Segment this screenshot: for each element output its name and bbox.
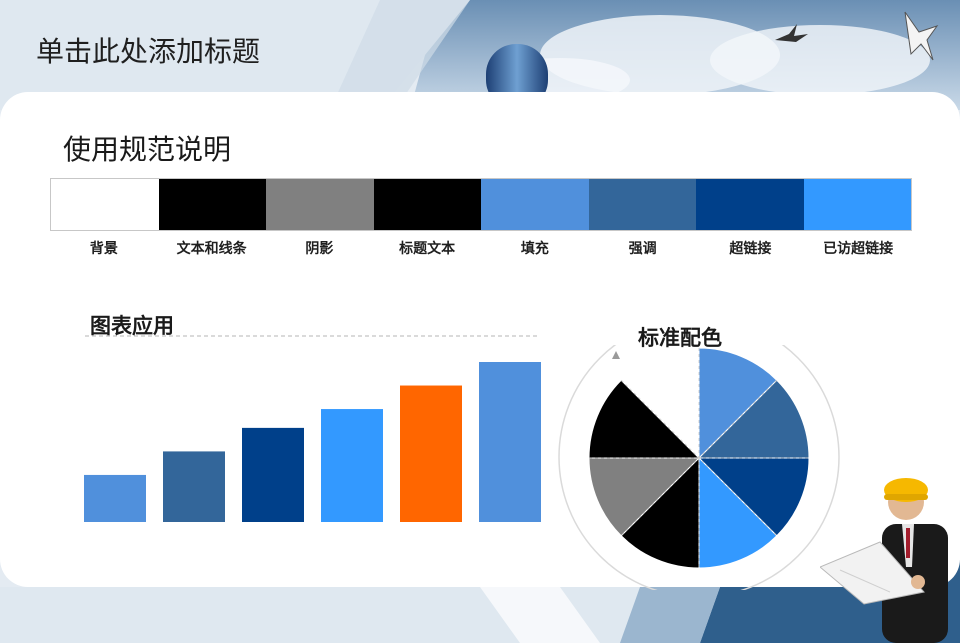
pie-slice: [588, 379, 701, 459]
bar: [479, 362, 541, 522]
color-swatch-label: 超链接: [729, 241, 772, 257]
pie-slice: [620, 456, 700, 569]
color-swatch: [803, 179, 911, 230]
color-swatch-label: 文本和线条: [176, 241, 247, 257]
page-subtitle[interactable]: 使用规范说明: [63, 133, 232, 166]
bar: [242, 427, 304, 522]
color-swatch-labels: 背景 文本和线条 阴影 标题文本 填充 强调 超链接 已访超链接: [50, 238, 912, 258]
pie-section-label: 标准配色: [638, 326, 722, 350]
color-swatch: [158, 179, 266, 230]
pie-slice: [697, 379, 810, 459]
bar: [321, 409, 383, 522]
engineer-illustration: [820, 478, 948, 643]
color-swatch-label: 强调: [628, 241, 657, 257]
seagull-icon: [775, 24, 808, 42]
chart-section-label: 图表应用: [90, 314, 174, 338]
color-swatch: [481, 179, 589, 230]
color-swatch: [266, 179, 374, 230]
color-swatch-label: 填充: [520, 241, 549, 257]
pie-slice: [698, 347, 778, 460]
page-title[interactable]: 单击此处添加标题: [36, 35, 261, 68]
color-swatch: [373, 179, 481, 230]
pie-slice: [620, 347, 700, 460]
color-swatch-label: 背景: [89, 241, 118, 257]
bar: [163, 451, 225, 522]
dashed-divider: [85, 335, 540, 337]
color-swatch-label: 阴影: [305, 241, 334, 257]
arrow-icon: [612, 351, 620, 359]
color-swatch-label: 标题文本: [399, 241, 456, 257]
seagull-icon: [904, 11, 939, 61]
color-swatch: [696, 179, 804, 230]
pie-slice: [697, 457, 810, 537]
color-swatch-label: 已访超链接: [823, 241, 894, 257]
color-swatch: [588, 179, 696, 230]
bar: [84, 474, 146, 522]
color-swatch-row: [50, 178, 912, 231]
color-swatch: [51, 179, 159, 230]
pie-slice: [588, 457, 701, 537]
pie-divider: [620, 379, 778, 537]
bar: [400, 385, 462, 522]
pie-slice: [698, 456, 778, 569]
pie-outer-ring: [558, 345, 840, 590]
pie-chart: [558, 345, 840, 590]
bar-chart: [84, 362, 541, 522]
